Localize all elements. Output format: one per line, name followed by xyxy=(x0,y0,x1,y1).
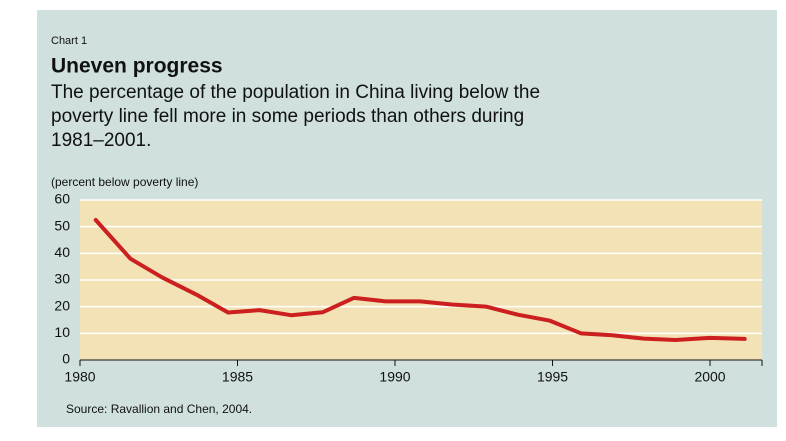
y-tick-label: 30 xyxy=(54,271,70,287)
subtitle: The percentage of the population in Chin… xyxy=(51,82,540,103)
line xyxy=(93,218,747,342)
y-axis-label: (percent below poverty line) xyxy=(51,175,198,189)
chart-label: Chart 1 xyxy=(51,35,87,47)
y-tick-label: 0 xyxy=(62,351,70,367)
y-tick-label: 50 xyxy=(54,217,70,233)
y-tick-label: 40 xyxy=(54,244,70,260)
x-tick-label: 1990 xyxy=(379,369,410,385)
y-tick-label: 10 xyxy=(54,324,70,340)
chart-title: Uneven progress xyxy=(51,55,223,78)
y-tick-label: 60 xyxy=(54,191,70,207)
subtitle: poverty line fell more in some periods t… xyxy=(51,106,524,127)
y-tick-label: 20 xyxy=(54,297,70,313)
x-tick-label: 1985 xyxy=(222,369,253,385)
x-tick-label: 2000 xyxy=(694,369,725,385)
subtitle: 1981–2001. xyxy=(51,130,151,151)
source: Source: Ravallion and Chen, 2004. xyxy=(66,402,252,416)
x-tick-label: 1980 xyxy=(64,369,95,385)
x-tick-label: 1995 xyxy=(537,369,568,385)
